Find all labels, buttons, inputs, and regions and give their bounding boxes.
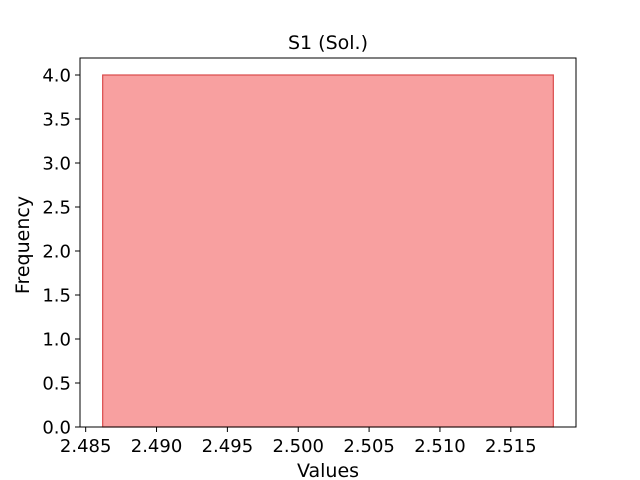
y-tick-label: 2.5 [42, 198, 71, 219]
chart-title: S1 (Sol.) [288, 32, 368, 54]
x-ticks: 2.485 2.490 2.495 2.500 2.505 2.510 2.515 [60, 427, 537, 457]
plot-area-frame [79, 57, 577, 428]
x-axis-label: Values [297, 460, 359, 480]
x-tick-label: 2.515 [485, 436, 537, 457]
x-tick-label: 2.490 [131, 436, 183, 457]
y-tick-label: 0.0 [42, 418, 71, 439]
y-axis-label: Frequency [12, 196, 34, 294]
y-tick-label: 1.5 [42, 286, 71, 307]
y-tick-label: 1.0 [42, 330, 71, 351]
y-tick-label: 2.0 [42, 242, 71, 263]
y-tick-label: 3.5 [42, 110, 71, 131]
y-tick-label: 3.0 [42, 154, 71, 175]
axes-frame [79, 57, 577, 428]
bars-group [102, 74, 554, 428]
y-ticks: 0.0 0.5 1.0 1.5 2.0 2.5 3.0 3.5 4.0 [42, 66, 80, 439]
x-tick-label: 2.500 [272, 436, 324, 457]
x-tick-label: 2.510 [414, 436, 466, 457]
histogram-bar [102, 74, 554, 428]
y-tick-label: 4.0 [42, 66, 71, 87]
x-tick-label: 2.495 [202, 436, 254, 457]
y-tick-label: 0.5 [42, 374, 71, 395]
x-tick-label: 2.505 [343, 436, 395, 457]
x-tick-label: 2.485 [60, 436, 112, 457]
